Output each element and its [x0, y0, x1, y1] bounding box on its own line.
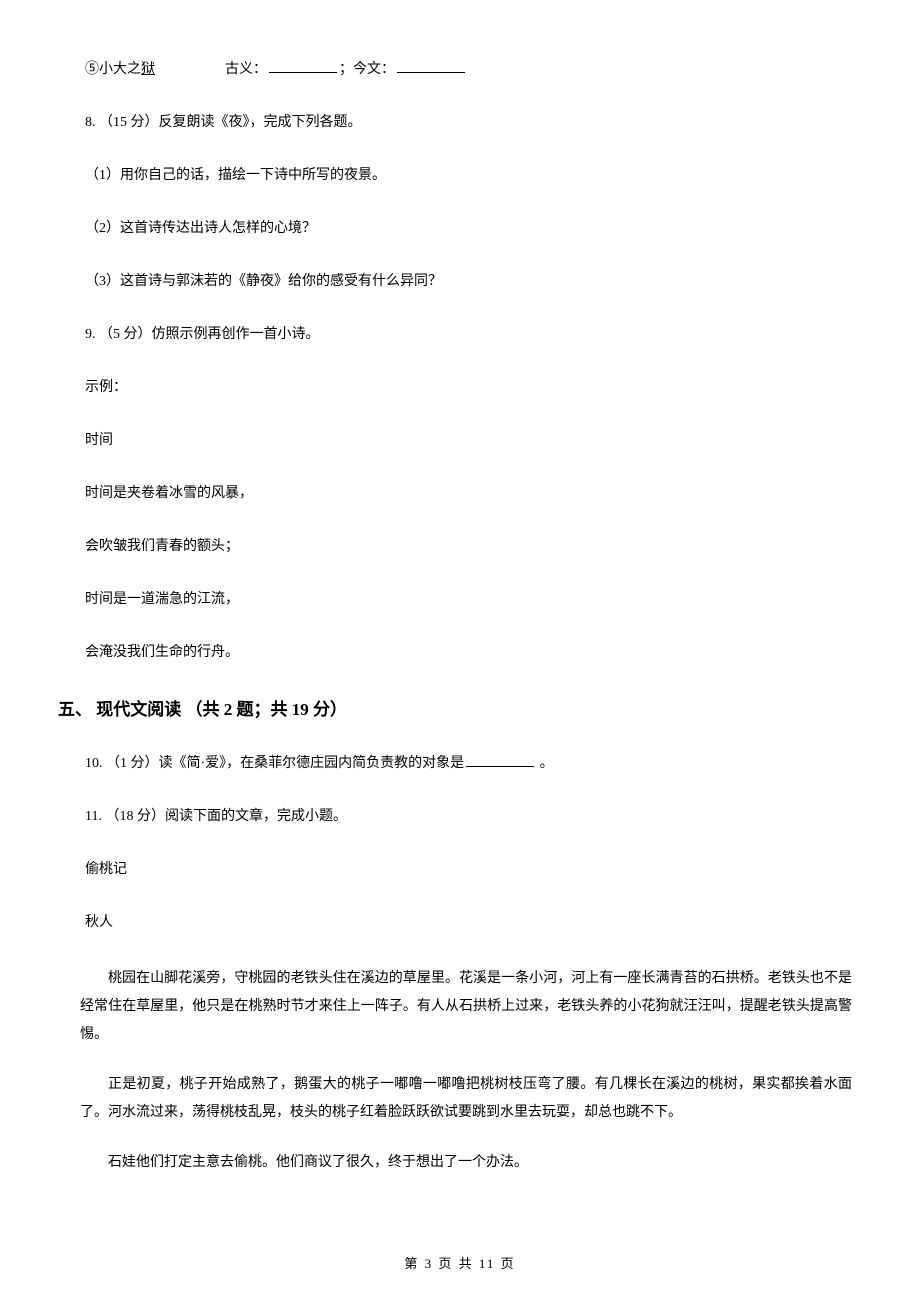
page-footer: 第 3 页 共 11 页	[0, 1253, 920, 1272]
q9-poem-line2: 会吹皱我们青春的额头；	[58, 536, 862, 557]
q5-blank-old[interactable]	[269, 58, 337, 73]
q9-poem-line4: 会淹没我们生命的行舟。	[58, 642, 862, 663]
q11-paragraph-3: 石娃他们打定主意去偷桃。他们商议了很久，终于想出了一个办法。	[58, 1149, 862, 1177]
q10-blank[interactable]	[466, 752, 534, 767]
q5-new-label: ；今文：	[339, 62, 395, 77]
q9-poem-line1: 时间是夹卷着冰雪的风暴，	[58, 483, 862, 504]
q5-underlined: 狱	[141, 62, 155, 77]
question-8-sub1: （1）用你自己的话，描绘一下诗中所写的夜景。	[58, 165, 862, 186]
q10-suffix: 。	[536, 756, 554, 771]
question-10: 10. （1 分）读《简·爱》，在桑菲尔德庄园内简负责教的对象是 。	[58, 752, 862, 774]
question-8-sub3: （3）这首诗与郭沫若的《静夜》给你的感受有什么异同？	[58, 271, 862, 292]
section-5-header: 五、 现代文阅读 （共 2 题；共 19 分）	[58, 695, 862, 720]
q9-example-label: 示例：	[58, 377, 862, 398]
q9-poem-title: 时间	[58, 430, 862, 451]
q5-gap	[155, 62, 225, 77]
q5-old-label: 古义：	[225, 62, 267, 77]
q11-paragraph-2: 正是初夏，桃子开始成熟了，鹅蛋大的桃子一嘟噜一嘟噜把桃树枝压弯了腰。有几棵长在溪…	[58, 1071, 862, 1127]
q11-paragraph-1: 桃园在山脚花溪旁，守桃园的老铁头住在溪边的草屋里。花溪是一条小河，河上有一座长满…	[58, 965, 862, 1049]
question-11-header: 11. （18 分）阅读下面的文章，完成小题。	[58, 806, 862, 827]
question-item-5: ⑤小大之狱 古义： ；今文：	[58, 58, 862, 80]
q10-prefix: 10. （1 分）读《简·爱》，在桑菲尔德庄园内简负责教的对象是	[85, 756, 464, 771]
question-9-header: 9. （5 分）仿照示例再创作一首小诗。	[58, 324, 862, 345]
q11-author: 秋人	[58, 912, 862, 933]
question-8-sub2: （2）这首诗传达出诗人怎样的心境？	[58, 218, 862, 239]
q5-blank-new[interactable]	[397, 58, 465, 73]
q9-poem-line3: 时间是一道湍急的江流，	[58, 589, 862, 610]
q11-title: 偷桃记	[58, 859, 862, 880]
q5-prefix: ⑤小大之	[85, 62, 141, 77]
page-content: ⑤小大之狱 古义： ；今文： 8. （15 分）反复朗读《夜》，完成下列各题。 （…	[0, 0, 920, 1177]
question-8-header: 8. （15 分）反复朗读《夜》，完成下列各题。	[58, 112, 862, 133]
